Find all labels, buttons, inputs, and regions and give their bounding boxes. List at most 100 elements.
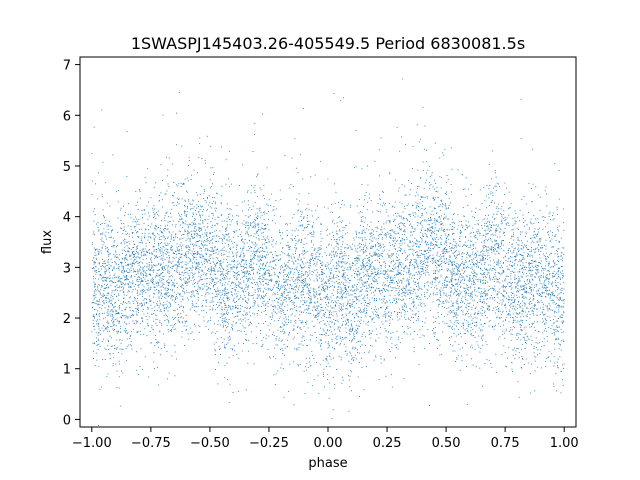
data-point <box>386 231 388 233</box>
data-point <box>444 217 446 219</box>
data-point <box>245 275 247 277</box>
data-point <box>537 342 539 344</box>
data-point <box>559 298 561 300</box>
data-point <box>114 261 116 263</box>
data-point <box>108 349 109 350</box>
data-point <box>290 183 292 185</box>
data-point <box>521 343 523 345</box>
data-point <box>170 263 172 265</box>
data-point <box>367 258 368 260</box>
data-point <box>361 357 363 359</box>
data-point <box>247 286 249 288</box>
data-point <box>437 265 439 267</box>
data-point <box>312 289 314 291</box>
data-point <box>532 313 534 314</box>
data-point <box>438 217 440 218</box>
data-point <box>236 265 238 267</box>
data-point <box>221 319 223 321</box>
data-point <box>295 305 297 307</box>
data-point <box>325 335 327 337</box>
data-point <box>544 330 545 332</box>
data-point <box>307 345 308 347</box>
data-point <box>525 332 527 334</box>
data-point <box>469 278 471 280</box>
data-point <box>128 286 130 288</box>
data-point <box>173 253 175 254</box>
data-point <box>412 245 414 247</box>
data-point <box>309 284 311 286</box>
data-point <box>444 253 446 254</box>
data-point <box>299 264 301 266</box>
data-point <box>406 205 408 206</box>
data-point <box>480 296 482 298</box>
data-point <box>229 306 231 308</box>
data-point <box>397 233 399 234</box>
data-point <box>427 230 429 232</box>
data-point <box>341 266 342 268</box>
data-point <box>342 220 344 222</box>
data-point <box>286 222 288 224</box>
data-point <box>151 261 153 263</box>
data-point <box>117 277 119 279</box>
data-point <box>125 255 127 257</box>
data-point <box>385 235 387 236</box>
data-point <box>543 269 545 271</box>
data-point <box>406 259 408 261</box>
data-point <box>176 269 178 271</box>
data-point <box>251 283 253 285</box>
data-point <box>336 262 338 264</box>
data-point <box>428 228 430 230</box>
data-point <box>549 297 551 299</box>
data-point <box>147 324 149 326</box>
data-point <box>126 333 128 334</box>
data-point <box>295 297 297 299</box>
data-point <box>493 213 495 215</box>
data-point <box>519 254 521 256</box>
data-point <box>102 209 104 211</box>
data-point <box>267 269 269 271</box>
data-point <box>390 235 392 237</box>
data-point <box>286 267 288 269</box>
data-point <box>116 246 117 248</box>
data-point <box>506 292 508 294</box>
data-point <box>394 213 396 214</box>
data-point <box>465 177 467 179</box>
data-point <box>239 282 241 283</box>
data-point <box>211 239 213 241</box>
data-point <box>539 275 541 277</box>
data-point <box>394 295 396 297</box>
data-point <box>287 254 289 256</box>
data-point <box>297 258 299 260</box>
data-point <box>467 188 469 190</box>
data-point <box>401 78 403 80</box>
data-point <box>280 215 282 217</box>
data-point <box>505 223 507 225</box>
data-point <box>224 307 226 308</box>
data-point <box>141 241 143 243</box>
data-point <box>293 256 295 258</box>
data-point <box>485 340 487 342</box>
data-point <box>421 294 423 296</box>
data-point <box>435 294 437 295</box>
data-point <box>455 265 457 267</box>
data-point <box>100 289 102 291</box>
data-point <box>104 271 106 273</box>
data-point <box>480 258 482 260</box>
data-point <box>454 321 456 323</box>
data-point <box>123 297 125 299</box>
data-point <box>341 295 343 297</box>
data-point <box>95 293 97 295</box>
data-point <box>320 240 322 242</box>
data-point <box>180 234 182 236</box>
data-point <box>361 268 363 270</box>
data-point <box>120 405 122 407</box>
data-point <box>100 250 102 252</box>
data-point <box>300 322 302 324</box>
data-point <box>557 286 559 288</box>
data-point <box>422 269 424 271</box>
data-point <box>116 320 118 322</box>
data-point <box>216 223 218 225</box>
data-point <box>356 258 358 260</box>
data-point <box>529 297 531 299</box>
data-point <box>248 272 250 274</box>
